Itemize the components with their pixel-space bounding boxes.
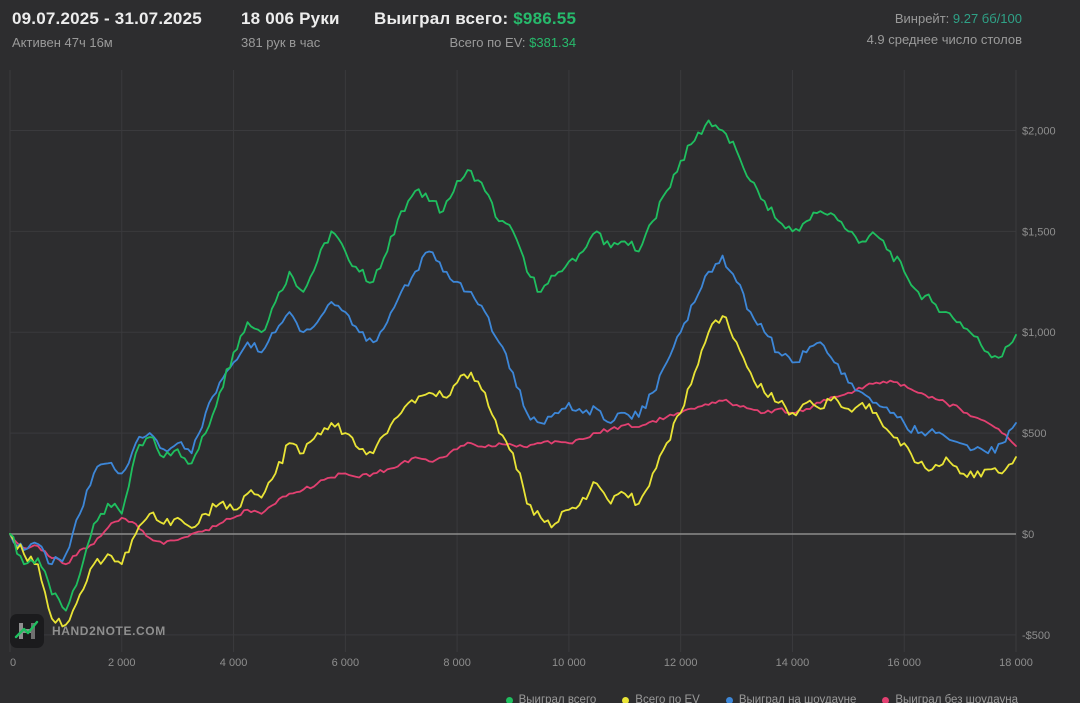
legend-label: Выиграл всего: [518, 694, 597, 703]
legend-label: Всего по EV: [635, 694, 700, 703]
svg-text:$0: $0: [1022, 529, 1034, 541]
svg-text:12 000: 12 000: [664, 657, 698, 669]
svg-text:14 000: 14 000: [776, 657, 810, 669]
hands-per-hour: 381 рук в час: [241, 35, 321, 50]
legend-dot: [882, 696, 890, 703]
svg-text:2 000: 2 000: [108, 657, 136, 669]
stats-header: 09.07.2025 - 31.07.2025 Активен 47ч 16м …: [0, 0, 1080, 60]
svg-text:$1,500: $1,500: [1022, 226, 1056, 238]
svg-text:16 000: 16 000: [887, 657, 921, 669]
hand2note-logo-icon: [10, 614, 44, 648]
legend-dot: [622, 696, 630, 703]
winrate-value: 9.27 бб/100: [952, 11, 1022, 26]
series-line-2: [9, 315, 1017, 628]
winnings-chart[interactable]: 0 2 000 4 000 6 000 8 000 10 000 12 000 14 000 1…: [0, 60, 1080, 672]
legend-item-3[interactable]: Выиграл на шоудауне: [725, 694, 857, 703]
legend-item-2[interactable]: Всего по EV: [622, 694, 700, 703]
winrate-group: Винрейт: 9.27 бб/100 4.9 среднее число с…: [867, 11, 1022, 47]
hands-count: 18 006 Руки: [241, 9, 340, 28]
svg-text:$1,000: $1,000: [1022, 327, 1056, 339]
legend-dot: [505, 696, 513, 703]
active-time: Активен 47ч 16м: [12, 35, 113, 50]
hands-group: 18 006 Руки 381 рук в час: [241, 9, 340, 50]
legend-item-1[interactable]: Выиграл всего: [505, 694, 597, 703]
winrate-label: Винрейт:: [894, 11, 950, 26]
svg-text:-$500: -$500: [1022, 630, 1050, 642]
ev-total-value: $381.34: [529, 35, 577, 50]
legend-dot: [725, 696, 733, 703]
svg-text:10 000: 10 000: [552, 657, 586, 669]
avg-tables: 4.9 среднее число столов: [866, 32, 1022, 47]
won-total-label: Выиграл всего:: [374, 9, 509, 28]
chart-legend: Выиграл всего Всего по EV Выиграл на шоуда…: [505, 694, 1018, 703]
date-range: 09.07.2025 - 31.07.2025: [12, 9, 202, 28]
date-range-group: 09.07.2025 - 31.07.2025 Активен 47ч 16м: [12, 9, 202, 50]
logo-text: HAND2NOTE.COM: [52, 624, 166, 638]
hand2note-logo[interactable]: HAND2NOTE.COM: [10, 614, 166, 648]
legend-item-4[interactable]: Выиграл без шоудауна: [882, 694, 1018, 703]
winnings-group: Выиграл всего: $986.55 Всего по EV: $381…: [374, 9, 576, 50]
ev-total-label: Всего по EV:: [449, 35, 526, 50]
svg-text:8 000: 8 000: [443, 657, 471, 669]
series-line-1: [9, 119, 1017, 612]
series-line-3: [9, 250, 1017, 566]
svg-text:4 000: 4 000: [220, 657, 248, 669]
legend-label: Выиграл на шоудауне: [738, 694, 857, 703]
legend-label: Выиграл без шоудауна: [895, 694, 1018, 703]
won-total-value: $986.55: [513, 9, 577, 28]
svg-text:$2,000: $2,000: [1022, 125, 1056, 137]
svg-text:18 000: 18 000: [999, 657, 1033, 669]
svg-text:0: 0: [10, 657, 16, 669]
series-line-4: [9, 379, 1017, 566]
svg-text:6 000: 6 000: [332, 657, 360, 669]
svg-text:$500: $500: [1022, 428, 1046, 440]
